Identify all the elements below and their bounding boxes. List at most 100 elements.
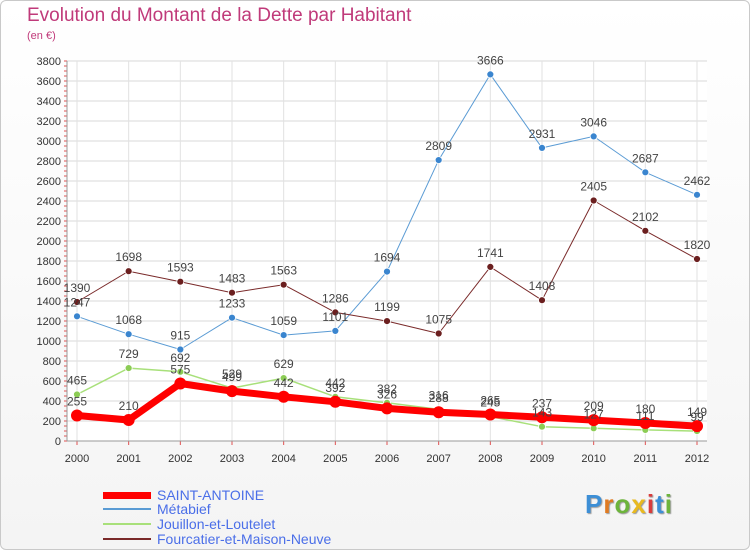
data-label: 442	[325, 376, 345, 390]
x-tick-label: 2002	[168, 453, 192, 465]
data-point	[277, 390, 290, 403]
data-label: 382	[377, 382, 397, 396]
x-tick-label: 2006	[375, 453, 399, 465]
data-label: 529	[222, 367, 242, 381]
x-tick-label: 2000	[65, 453, 89, 465]
data-point	[124, 364, 133, 373]
data-point	[73, 312, 81, 321]
data-point	[589, 196, 598, 205]
y-tick-label: 3000	[37, 136, 61, 148]
x-tick-label: 2010	[581, 453, 605, 465]
data-point	[538, 422, 546, 431]
data-label: 575	[170, 363, 190, 377]
x-tick-label: 2011	[634, 453, 658, 465]
data-label: 237	[532, 396, 552, 410]
brand-logo: Proxiti	[585, 489, 673, 520]
data-point	[331, 326, 340, 335]
data-point	[226, 385, 238, 398]
data-label: 127	[584, 407, 604, 421]
data-point	[176, 345, 185, 354]
data-label: 1408	[529, 279, 556, 293]
data-label: 392	[325, 381, 345, 395]
data-label: 1563	[270, 264, 297, 278]
data-label: 265	[480, 394, 500, 408]
y-tick-label: 3600	[37, 76, 61, 88]
legend-swatch	[103, 508, 151, 510]
data-label: 1694	[374, 251, 401, 265]
brand-letter: t	[655, 489, 665, 519]
brand-letter: o	[614, 489, 632, 519]
x-tick-label: 2009	[530, 453, 554, 465]
data-point	[538, 296, 546, 305]
y-tick-label: 400	[43, 396, 61, 408]
x-tick-label: 2012	[685, 453, 709, 465]
data-label: 2931	[529, 127, 556, 141]
data-label: 2462	[684, 174, 711, 188]
y-tick-label: 800	[43, 356, 61, 368]
data-label: 1593	[167, 261, 194, 275]
x-tick-label: 2007	[426, 453, 450, 465]
data-label: 2405	[580, 180, 607, 194]
data-label: 316	[429, 388, 449, 402]
data-label: 1233	[219, 297, 246, 311]
data-point	[279, 331, 288, 340]
data-point	[122, 414, 135, 426]
y-tick-label: 200	[43, 416, 61, 428]
data-label: 2687	[632, 151, 659, 165]
chart-unit: (en €)	[27, 30, 56, 42]
data-point	[331, 308, 340, 317]
y-tick-label: 2600	[37, 176, 61, 188]
data-point	[639, 417, 652, 429]
data-label: 1741	[477, 246, 504, 260]
data-label: 1286	[322, 291, 349, 305]
data-label: 1068	[115, 313, 142, 327]
data-label: 255	[67, 395, 87, 409]
data-label: 692	[170, 351, 190, 365]
y-tick-label: 1600	[37, 276, 61, 288]
x-tick-label: 2003	[220, 453, 244, 465]
brand-letter: P	[585, 489, 604, 519]
y-tick-label: 1200	[37, 316, 61, 328]
data-label: 1059	[270, 314, 297, 328]
data-point	[279, 280, 288, 289]
data-point	[434, 329, 443, 338]
data-label: 209	[584, 399, 604, 413]
data-label: 149	[687, 405, 707, 419]
legend-swatch	[103, 492, 151, 499]
data-point	[176, 277, 185, 286]
data-label: 1483	[219, 272, 246, 286]
data-point	[432, 406, 445, 419]
data-point	[73, 298, 81, 306]
data-point	[383, 317, 391, 326]
y-tick-label: 1800	[37, 256, 61, 268]
brand-letter: r	[603, 489, 615, 519]
data-point	[587, 414, 600, 427]
legend-label: Jouillon-et-Loutelet	[157, 516, 276, 532]
data-label: 465	[67, 374, 87, 388]
data-point	[693, 255, 701, 263]
x-tick-label: 2005	[323, 453, 347, 465]
data-point	[329, 395, 342, 408]
data-point	[641, 226, 650, 235]
data-label: 915	[170, 329, 190, 343]
data-label: 2809	[425, 139, 452, 153]
legend-label: SAINT-ANTOINE	[157, 487, 265, 503]
y-tick-label: 600	[43, 376, 61, 388]
legend-label: Fourcatier-et-Maison-Neuve	[157, 531, 332, 547]
legend-swatch	[103, 538, 151, 540]
data-label: 210	[119, 399, 139, 413]
brand-letter: i	[646, 489, 656, 519]
data-point	[228, 288, 236, 297]
data-point	[174, 377, 187, 390]
data-label: 326	[377, 387, 397, 401]
data-label: 288	[429, 391, 449, 405]
data-label: 245	[480, 396, 500, 410]
data-label: 629	[274, 357, 294, 371]
data-label: 180	[635, 402, 655, 416]
data-point	[73, 390, 81, 399]
data-point	[486, 262, 495, 271]
y-tick-label: 0	[55, 436, 61, 448]
x-tick-label: 2004	[271, 453, 295, 465]
data-label: 1698	[115, 250, 142, 264]
